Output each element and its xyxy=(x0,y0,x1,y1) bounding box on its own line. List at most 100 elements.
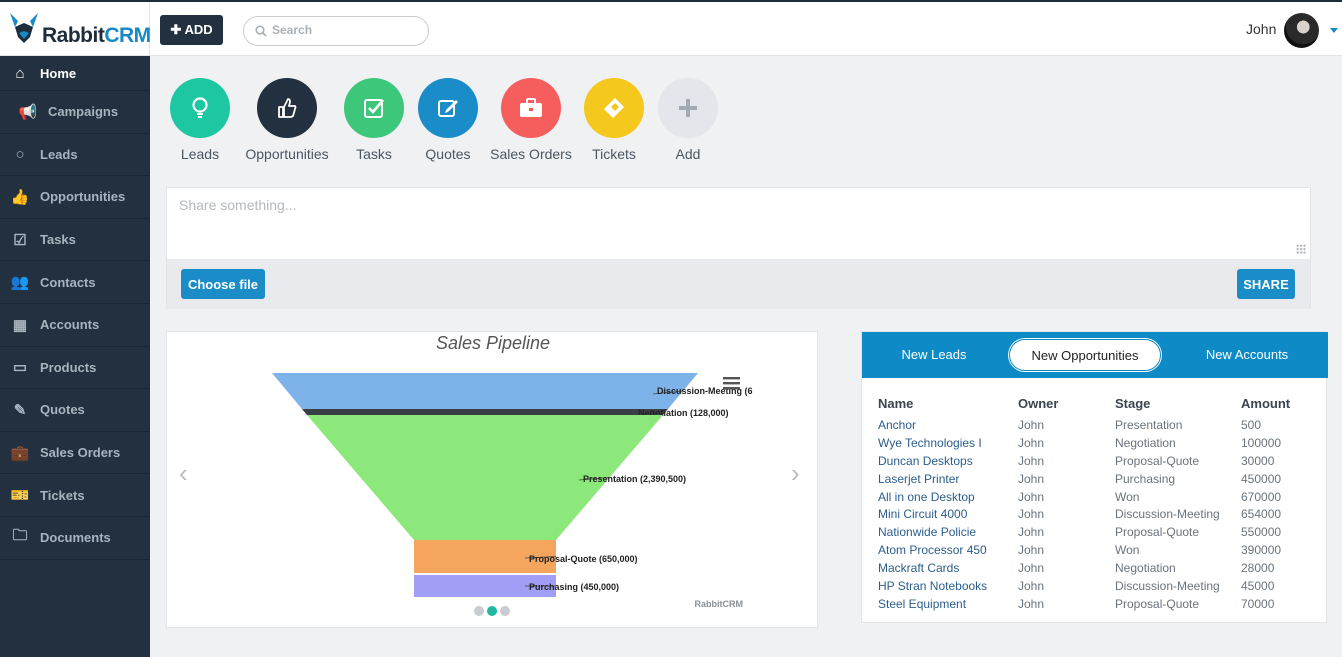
tab-new-leads[interactable]: New Leads xyxy=(901,347,967,362)
cell-name[interactable]: HP Stran Notebooks xyxy=(878,578,988,593)
cell-name[interactable]: Atom Processor 450 xyxy=(878,543,987,558)
brand-name: RabbitCRM xyxy=(42,24,151,48)
choose-file-button[interactable]: Choose file xyxy=(181,269,265,299)
plus-icon xyxy=(658,78,718,138)
table-row[interactable]: Anchor John Presentation 500 xyxy=(878,416,1311,434)
quick-action-leads[interactable]: Leads xyxy=(155,78,245,162)
search-box[interactable] xyxy=(243,16,429,46)
sidebar-item-documents[interactable]: 🗀 Documents xyxy=(0,517,150,560)
table-row[interactable]: HP Stran Notebooks John Discussion-Meeting… xyxy=(878,577,1311,595)
chart-menu-icon[interactable] xyxy=(723,377,740,390)
funnel-stage[interactable] xyxy=(302,409,668,415)
cell-amount: 550000 xyxy=(1241,525,1282,540)
table-row[interactable]: Atom Processor 450 John Won 390000 xyxy=(878,541,1311,559)
carousel-dot[interactable] xyxy=(474,606,484,616)
add-button[interactable]: ✚ ADD xyxy=(160,15,223,45)
cell-name[interactable]: Nationwide Policie xyxy=(878,525,977,540)
cell-name[interactable]: Wye Technologies I xyxy=(878,435,982,450)
sidebar-item-products[interactable]: ▭ Products xyxy=(0,347,150,390)
cell-name[interactable]: Mini Circuit 4000 xyxy=(878,507,968,522)
cell-name[interactable]: Laserjet Printer xyxy=(878,471,960,486)
sidebar-item-label: Tickets xyxy=(40,487,85,503)
tab-new-accounts[interactable]: New Accounts xyxy=(1205,347,1289,362)
logo[interactable]: RabbitCRM xyxy=(0,2,151,56)
column-header-name[interactable]: Name xyxy=(878,395,914,411)
funnel-stage[interactable] xyxy=(307,415,663,540)
sidebar-item-label: Products xyxy=(40,359,97,375)
sidebar-item-opportunities[interactable]: 👍 Opportunities xyxy=(0,176,150,219)
search-icon xyxy=(255,25,267,37)
sidebar-item-accounts[interactable]: ▦ Accounts xyxy=(0,304,150,347)
table-row[interactable]: Mackraft Cards John Negotiation 28000 xyxy=(878,559,1311,577)
cell-owner: John xyxy=(1018,578,1045,593)
column-header-owner[interactable]: Owner xyxy=(1018,395,1059,411)
sidebar-item-campaigns[interactable]: 📢 Campaigns xyxy=(0,91,150,134)
table-row[interactable]: Mini Circuit 4000 John Discussion-Meeting 6… xyxy=(878,505,1311,523)
cell-stage: Proposal-Quote xyxy=(1115,453,1200,468)
table-row[interactable]: Duncan Desktops John Proposal-Quote 30000 xyxy=(878,452,1311,470)
share-button[interactable]: SHARE xyxy=(1237,269,1295,299)
sidebar-item-contacts[interactable]: 👥 Contacts xyxy=(0,261,150,304)
funnel-stage[interactable] xyxy=(414,575,556,597)
table-row[interactable]: All in one Desktop John Won 670000 xyxy=(878,488,1311,506)
column-header-amount[interactable]: Amount xyxy=(1241,395,1291,411)
sidebar-item-label: Sales Orders xyxy=(40,445,121,461)
sidebar-item-tasks[interactable]: ☑ Tasks xyxy=(0,219,150,262)
cell-stage: Negotiation xyxy=(1115,435,1176,450)
brand-name-part2: CRM xyxy=(104,24,151,47)
funnel-stage[interactable] xyxy=(414,540,556,573)
carousel-dot[interactable] xyxy=(500,606,510,616)
chevron-left-icon[interactable]: ‹ xyxy=(179,458,188,488)
quick-action-tickets[interactable]: Tickets xyxy=(569,78,659,162)
quick-action-add[interactable]: Add xyxy=(643,78,733,162)
cell-name[interactable]: Steel Equipment xyxy=(878,596,967,611)
ticket-icon xyxy=(584,78,644,138)
search-input[interactable] xyxy=(272,23,417,37)
quick-action-label: Tasks xyxy=(356,146,392,162)
quick-action-label: Leads xyxy=(180,146,220,162)
funnel-stage[interactable] xyxy=(272,373,698,409)
tab-new-opportunities[interactable]: New Opportunities xyxy=(1009,339,1161,371)
edit-icon xyxy=(418,78,478,138)
user-name[interactable]: John xyxy=(1246,21,1277,37)
cell-name[interactable]: Duncan Desktops xyxy=(878,453,973,468)
table-row[interactable]: Wye Technologies I John Negotiation 100000 xyxy=(878,434,1311,452)
sidebar-item-quotes[interactable]: ✎ Quotes xyxy=(0,389,150,432)
quick-action-label: Tickets xyxy=(592,146,636,162)
resize-grip-icon[interactable] xyxy=(1296,244,1306,254)
cell-name[interactable]: Mackraft Cards xyxy=(878,561,960,576)
cell-stage: Won xyxy=(1115,543,1140,558)
chevron-right-icon[interactable]: › xyxy=(791,458,800,488)
table-row[interactable]: Laserjet Printer John Purchasing 450000 xyxy=(878,470,1311,488)
chart-title: Sales Pipeline xyxy=(435,333,551,353)
cell-amount: 450000 xyxy=(1241,471,1282,486)
briefcase-icon: 💼 xyxy=(10,444,30,462)
funnel-connector xyxy=(630,411,666,415)
column-header-stage[interactable]: Stage xyxy=(1115,395,1151,411)
sidebar-item-leads[interactable]: ○ Leads xyxy=(0,134,150,177)
sidebar-item-tickets[interactable]: 🎫 Tickets xyxy=(0,474,150,517)
quick-action-tasks[interactable]: Tasks xyxy=(329,78,419,162)
sidebar-item-home[interactable]: ⌂ Home xyxy=(0,56,150,91)
cell-amount: 670000 xyxy=(1241,489,1282,504)
quick-action-label: Add xyxy=(675,146,701,162)
cell-owner: John xyxy=(1018,453,1045,468)
cell-name[interactable]: Anchor xyxy=(878,417,917,432)
carousel-dot[interactable] xyxy=(487,606,497,616)
checkbox-icon: ☑ xyxy=(13,231,27,249)
cell-amount: 70000 xyxy=(1241,596,1275,611)
cell-stage: Negotiation xyxy=(1115,561,1176,576)
quick-action-sales-orders[interactable]: Sales Orders xyxy=(486,78,576,162)
table-row[interactable]: Nationwide Policie John Proposal-Quote 5500… xyxy=(878,523,1311,541)
cell-name[interactable]: All in one Desktop xyxy=(878,489,975,504)
top-bar: RabbitCRM ✚ ADD John xyxy=(0,0,1342,56)
edit-icon: ✎ xyxy=(13,401,27,419)
quick-action-quotes[interactable]: Quotes xyxy=(403,78,493,162)
sidebar-item-sales-orders[interactable]: 💼 Sales Orders xyxy=(0,432,150,475)
avatar[interactable] xyxy=(1284,13,1319,48)
quick-action-opportunities[interactable]: Opportunities xyxy=(242,78,332,162)
cell-owner: John xyxy=(1018,561,1045,576)
share-input[interactable] xyxy=(167,188,1310,258)
chevron-down-icon[interactable] xyxy=(1330,28,1338,33)
table-row[interactable]: Steel Equipment John Proposal-Quote 70000 xyxy=(878,595,1311,613)
